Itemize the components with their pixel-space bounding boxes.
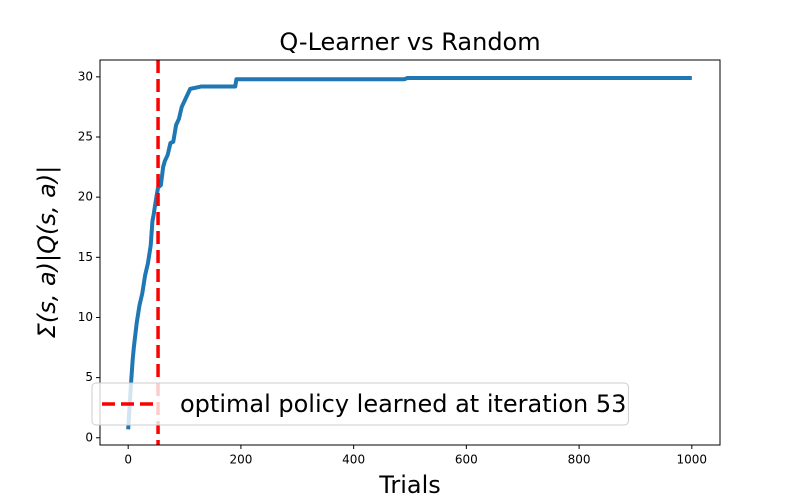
y-axis-label: Σ(s, a)|Q(s, a)| [33, 166, 61, 339]
x-tick-label: 1000 [677, 453, 708, 467]
frame [99, 59, 721, 446]
y-tick-label: 25 [78, 130, 93, 144]
x-tick-label: 0 [124, 453, 132, 467]
x-axis-label: Trials [378, 471, 441, 499]
x-tick-label: 600 [455, 453, 478, 467]
legend: optimal policy learned at iteration 53 [91, 382, 629, 426]
x-tick-label: 800 [568, 453, 591, 467]
data-line [126, 76, 692, 430]
y-tick-label: 15 [78, 250, 93, 264]
y-tick-label: 5 [85, 370, 93, 384]
y-tick-label: 30 [78, 69, 93, 83]
legend-box [91, 382, 629, 426]
x-tick-label: 400 [342, 453, 365, 467]
x-tick-label: 200 [229, 453, 252, 467]
chart-title: Q-Learner vs Random [279, 28, 540, 56]
y-tick-label: 10 [78, 310, 93, 324]
y-tick-label: 20 [78, 190, 93, 204]
legend-label: optimal policy learned at iteration 53 [180, 390, 626, 418]
y-tick-label: 0 [85, 430, 93, 444]
